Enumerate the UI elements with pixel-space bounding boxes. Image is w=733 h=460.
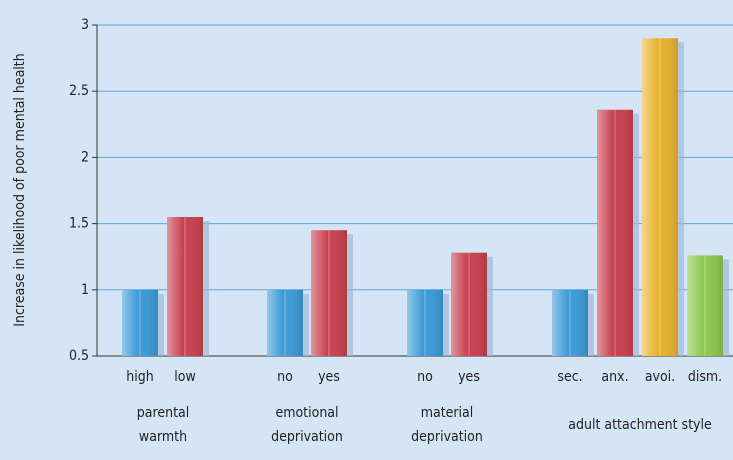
y-tick-label: 1 [81, 282, 89, 298]
group-label: deprivation [411, 429, 483, 445]
group-label: parental [137, 405, 189, 421]
y-tick-label: 3 [81, 17, 89, 33]
bar-highlight [311, 230, 347, 356]
x-tick-label: no [417, 369, 433, 385]
bar-highlight [122, 289, 158, 356]
y-tick-label: 2 [81, 149, 89, 165]
bar-highlight [407, 289, 443, 356]
y-tick-label: 0.5 [69, 348, 89, 364]
group-label: adult attachment style [568, 417, 712, 433]
x-tick-label: low [174, 369, 196, 385]
group-label: deprivation [271, 429, 343, 445]
x-tick-label: anx. [601, 369, 628, 385]
x-tick-label: yes [318, 369, 340, 385]
bar-highlight [552, 289, 588, 356]
x-tick-label: high [126, 369, 153, 385]
x-tick-label: yes [458, 369, 480, 385]
group-label: warmth [139, 429, 187, 445]
group-label: emotional [275, 405, 338, 421]
bar-highlight [687, 255, 723, 356]
y-tick-label: 2.5 [69, 83, 89, 99]
bar-highlight [167, 216, 203, 356]
x-tick-label: avoi. [645, 369, 675, 385]
y-tick-label: 1.5 [69, 216, 89, 232]
bar-highlight [642, 38, 678, 357]
x-tick-label: dism. [688, 369, 722, 385]
bar-highlight [451, 252, 487, 356]
bar-highlight [597, 109, 633, 357]
group-label: material [421, 405, 474, 421]
x-tick-label: sec. [557, 369, 582, 385]
x-tick-label: no [277, 369, 293, 385]
bar-highlight [267, 289, 303, 356]
y-axis-label: Increase in likelihood of poor mental he… [12, 53, 28, 326]
